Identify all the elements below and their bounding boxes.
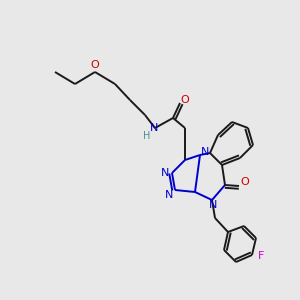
Text: O: O [91,60,99,70]
Text: H: H [143,131,151,141]
Text: N: N [209,200,217,210]
Text: N: N [161,168,169,178]
Text: O: O [181,95,189,105]
Text: N: N [165,190,173,200]
Text: F: F [258,251,264,261]
Text: O: O [241,177,249,187]
Text: N: N [201,147,209,157]
Text: N: N [150,123,158,133]
